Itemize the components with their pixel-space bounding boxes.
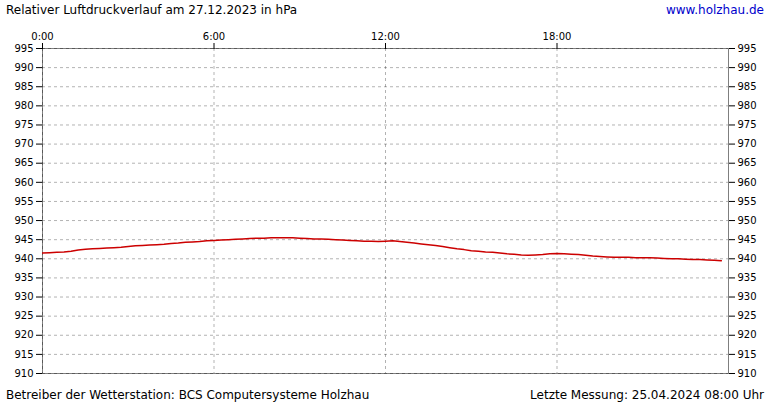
svg-text:970: 970 bbox=[14, 138, 33, 149]
svg-text:18:00: 18:00 bbox=[543, 31, 572, 42]
svg-text:920: 920 bbox=[14, 329, 33, 340]
svg-text:955: 955 bbox=[738, 196, 757, 207]
svg-text:910: 910 bbox=[14, 368, 33, 379]
svg-text:980: 980 bbox=[14, 100, 33, 111]
svg-text:930: 930 bbox=[738, 291, 757, 302]
svg-text:12:00: 12:00 bbox=[371, 31, 400, 42]
svg-text:980: 980 bbox=[738, 100, 757, 111]
svg-text:965: 965 bbox=[738, 157, 757, 168]
svg-text:970: 970 bbox=[738, 138, 757, 149]
svg-text:945: 945 bbox=[738, 234, 757, 245]
svg-text:985: 985 bbox=[738, 81, 757, 92]
svg-text:975: 975 bbox=[738, 119, 757, 130]
svg-text:990: 990 bbox=[14, 62, 33, 73]
svg-text:960: 960 bbox=[738, 177, 757, 188]
svg-text:910: 910 bbox=[738, 368, 757, 379]
svg-text:950: 950 bbox=[14, 215, 33, 226]
html-text:Betreiber der Wetterstation: B: Betreiber der Wetterstation: BCS Compute… bbox=[6, 388, 370, 402]
svg-text:925: 925 bbox=[14, 310, 33, 321]
svg-text:915: 915 bbox=[14, 349, 33, 360]
svg-text:995: 995 bbox=[738, 43, 757, 54]
svg-text:940: 940 bbox=[738, 253, 757, 264]
html-text:Relativer Luftdruckverlauf am: Relativer Luftdruckverlauf am 27.12.2023… bbox=[6, 3, 298, 17]
svg-text:940: 940 bbox=[14, 253, 33, 264]
svg-text:955: 955 bbox=[14, 196, 33, 207]
svg-text:965: 965 bbox=[14, 157, 33, 168]
svg-text:995: 995 bbox=[14, 43, 33, 54]
html-text:Letzte Messung: 25.04.2024 08:: Letzte Messung: 25.04.2024 08:00 Uhr bbox=[530, 388, 764, 402]
svg-text:0:00: 0:00 bbox=[31, 31, 53, 42]
svg-text:935: 935 bbox=[14, 272, 33, 283]
svg-text:6:00: 6:00 bbox=[203, 31, 225, 42]
html-text:www.holzhau.de: www.holzhau.de bbox=[665, 3, 764, 17]
svg-text:990: 990 bbox=[738, 62, 757, 73]
svg-text:950: 950 bbox=[738, 215, 757, 226]
svg-text:925: 925 bbox=[738, 310, 757, 321]
svg-text:960: 960 bbox=[14, 177, 33, 188]
svg-text:930: 930 bbox=[14, 291, 33, 302]
svg-text:945: 945 bbox=[14, 234, 33, 245]
svg-text:975: 975 bbox=[14, 119, 33, 130]
svg-text:920: 920 bbox=[738, 329, 757, 340]
svg-text:935: 935 bbox=[738, 272, 757, 283]
svg-text:985: 985 bbox=[14, 81, 33, 92]
svg-text:915: 915 bbox=[738, 349, 757, 360]
